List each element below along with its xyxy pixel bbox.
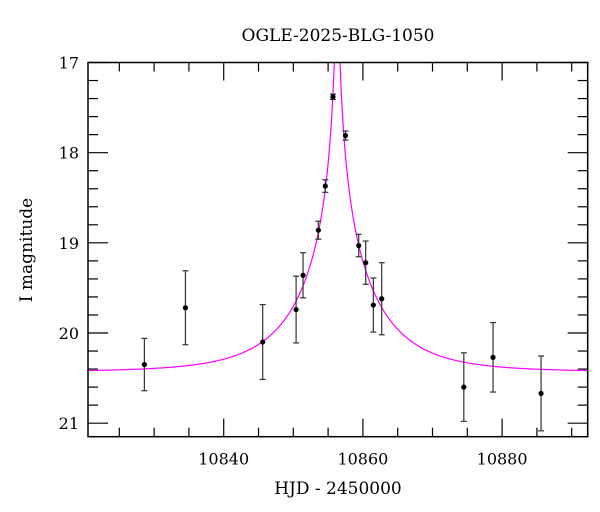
data-point [300,252,307,299]
data-point [362,240,369,285]
data-point [329,93,336,101]
x-axis-label: HJD - 2450000 [274,479,402,499]
data-point [322,179,329,193]
y-tick-label: 18 [59,144,79,163]
point-marker [379,296,385,302]
point-marker [356,242,362,249]
point-marker [141,361,147,368]
point-marker [490,354,496,360]
point-marker [322,183,328,189]
data-point [141,337,148,392]
point-marker [461,384,467,390]
data-point [355,233,362,258]
model-curve [88,62,588,372]
axis-ticks [88,61,588,437]
point-marker [363,260,369,266]
data-point [370,277,377,333]
point-marker [315,227,321,233]
plot-frame [87,61,589,438]
data-point [490,322,497,393]
data-point [342,130,349,141]
data-point [460,352,467,422]
y-tick-label: 19 [59,234,79,253]
data-point [293,275,300,344]
data-point [315,220,322,240]
data-point [378,262,385,336]
point-marker [293,306,299,313]
point-marker [330,94,336,100]
point-marker [182,305,189,311]
data-point [182,270,189,346]
chart-title: OGLE-2025-BLG-1050 [242,26,435,46]
x-tick-label: 10880 [477,450,528,469]
y-axis-label: I magnitude [17,198,37,302]
y-tick-label: 17 [59,54,79,73]
tick-labels: 10840 10860 10880 17 18 19 20 21 [59,54,528,469]
data-point [259,304,266,381]
x-tick-label: 10840 [198,450,249,469]
y-tick-label: 21 [59,414,79,433]
point-marker [370,302,376,308]
data-points [141,93,545,432]
x-tick-label: 10860 [337,450,388,469]
point-marker [342,132,349,139]
point-marker [300,272,306,278]
point-marker [260,339,266,345]
point-marker [538,390,544,397]
data-point [538,355,545,432]
y-tick-label: 20 [59,324,79,343]
